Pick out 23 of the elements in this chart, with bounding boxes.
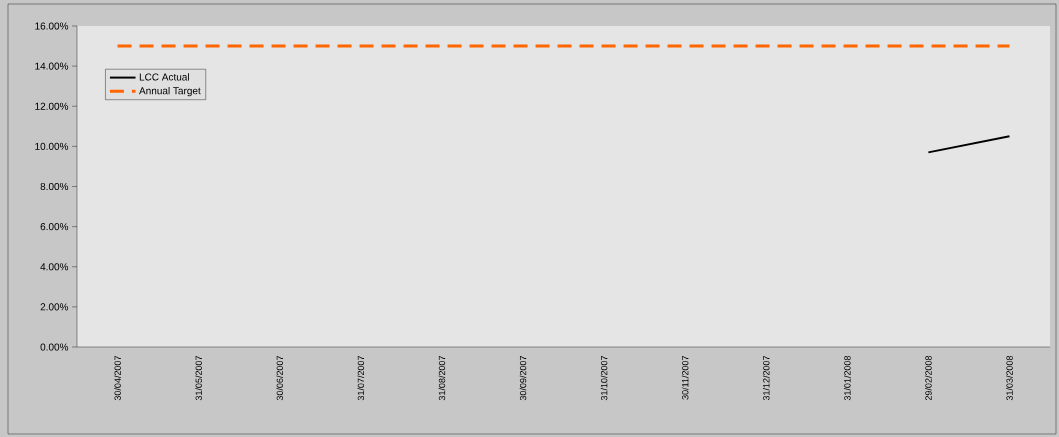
y-tick-label: 12.00% [35,102,69,110]
x-tick-label: 31/01/2008 [843,355,851,401]
x-tick-label: 31/05/2007 [195,356,202,401]
y-tick-label: 2.00% [40,303,69,311]
x-tick-label: 31/12/2007 [762,356,770,401]
y-tick-label: 8.00% [40,182,69,191]
x-tick-label: 31/07/2007 [357,356,365,401]
x-tick-label: 31/08/2007 [438,356,446,401]
y-tick-label: 0.00% [40,343,69,351]
x-tick-label: 29/02/2008 [925,355,932,401]
x-tick-label: 31/03/2008 [1006,355,1013,401]
x-tick-label: 30/11/2007 [681,356,689,400]
x-tick-label: 30/06/2007 [276,356,284,401]
y-tick-label: 10.00% [35,142,69,150]
y-tick-label: 14.00% [35,62,69,70]
legend-label: LCC Actual [139,73,189,81]
x-tick-label: 30/04/2007 [114,356,121,401]
legend-label: Annual Target [139,86,201,97]
x-tick-label: 30/09/2007 [519,356,527,401]
y-tick-label: 6.00% [40,223,69,231]
y-tick-label: 4.00% [40,263,69,271]
y-tick-label: 16.00% [35,22,69,30]
x-tick-label: 31/10/2007 [600,356,608,401]
